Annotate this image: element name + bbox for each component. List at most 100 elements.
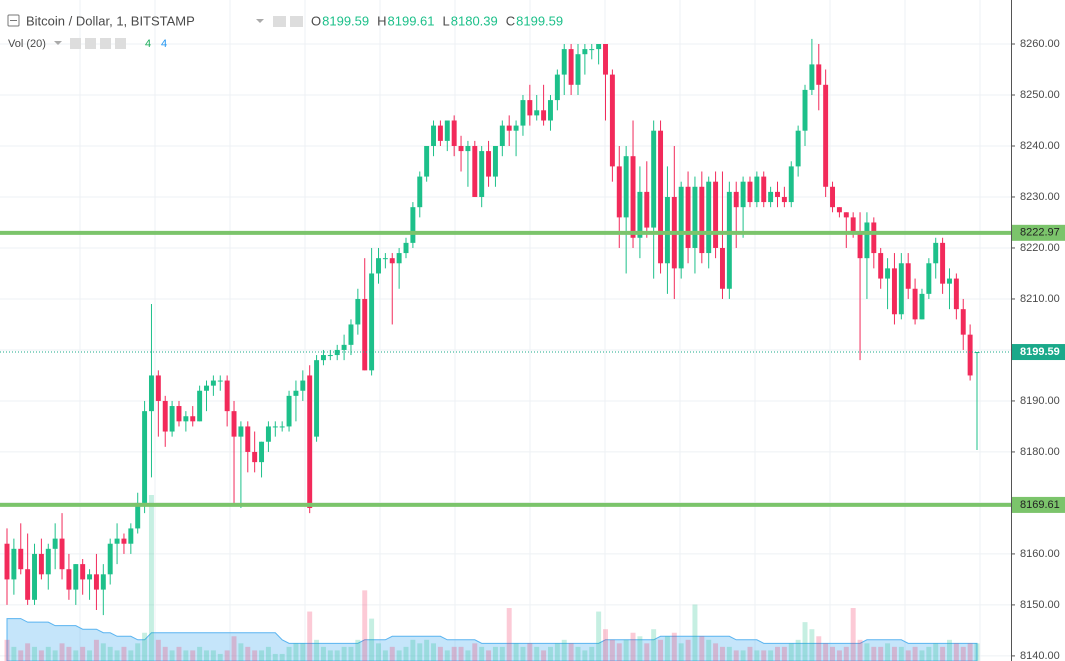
volume-bar: [857, 639, 863, 661]
volume-bar: [286, 646, 292, 661]
candle-body: [926, 263, 932, 294]
candle-body: [726, 191, 732, 289]
candle-body: [775, 191, 780, 197]
candle-body: [596, 44, 602, 50]
candle-body: [396, 253, 402, 264]
volume-bar: [486, 650, 492, 661]
candle-body: [623, 156, 629, 218]
candle-body: [183, 416, 189, 422]
volume-bar: [781, 646, 787, 661]
candle-body: [781, 196, 787, 203]
close-icon[interactable]: [290, 16, 303, 27]
volume-bar: [740, 650, 746, 661]
volume-bar: [685, 639, 691, 661]
candle-body: [664, 196, 670, 264]
volume-bar: [809, 629, 815, 661]
candle-body: [424, 145, 430, 177]
candle-body: [527, 100, 533, 116]
volume-bar: [878, 646, 884, 661]
candle-body: [279, 426, 285, 428]
volume-bar: [417, 643, 423, 661]
settings-icon[interactable]: [85, 38, 96, 49]
volume-bar: [671, 632, 677, 661]
volume-bar: [664, 636, 670, 661]
candle-body: [479, 151, 485, 197]
volume-bar: [252, 650, 258, 661]
legend: Bitcoin / Dollar, 1, BITSTAMP O 8199.59 H 8…: [7, 13, 563, 50]
settings-icon[interactable]: [273, 16, 286, 27]
add-icon[interactable]: [100, 38, 111, 49]
candle-body: [898, 263, 904, 315]
volume-bar: [561, 639, 567, 661]
volume-bar: [609, 639, 615, 661]
candle-body: [162, 400, 168, 432]
volume-bar: [506, 608, 512, 661]
candle-body: [967, 334, 973, 376]
candle-body: [307, 375, 313, 509]
volume-bar: [630, 632, 636, 661]
candle-body: [272, 426, 278, 428]
volume-bar: [300, 643, 306, 661]
volume-bar: [926, 646, 932, 661]
candle-body: [320, 355, 326, 361]
ohlc-label: H: [377, 13, 386, 28]
volume-bar: [18, 650, 24, 661]
volume-bar: [93, 639, 99, 661]
volume-bar: [754, 650, 760, 661]
candle-body: [486, 151, 492, 177]
candle-body: [809, 64, 815, 90]
volume-ma-area: [6, 618, 978, 661]
volume-bar: [451, 646, 457, 661]
volume-bar: [905, 650, 911, 661]
volume-bar: [87, 650, 93, 661]
eye-icon[interactable]: [70, 38, 81, 49]
volume-bar: [953, 643, 959, 661]
volume-bar: [816, 636, 822, 661]
candle-body: [830, 186, 836, 208]
candle-body: [919, 293, 925, 320]
ohlc-value: 8180.39: [451, 13, 498, 28]
volume-bar: [224, 650, 230, 661]
more-icon[interactable]: [115, 38, 126, 49]
y-tick-label: 8140.00: [1020, 650, 1060, 661]
volume-bar: [217, 653, 223, 661]
candle-body: [754, 176, 760, 203]
candle-body: [114, 538, 120, 544]
volume-bar: [348, 646, 354, 661]
volume-bar: [190, 650, 196, 661]
volume-bar: [155, 639, 161, 661]
candle-body: [547, 100, 553, 121]
volume-bar: [444, 650, 450, 661]
candle-body: [25, 569, 31, 600]
candle-body: [259, 441, 265, 463]
ohlc-value: 8199.59: [516, 13, 563, 28]
candle-body: [520, 100, 526, 126]
y-tick-label: 8260.00: [1020, 38, 1060, 50]
candle-body: [857, 232, 863, 259]
collapse-icon[interactable]: [7, 14, 20, 27]
volume-bar: [369, 618, 375, 661]
volume-bar: [534, 646, 540, 661]
candle-body: [685, 186, 691, 248]
candle-body: [740, 181, 746, 208]
candle-body: [18, 548, 24, 570]
volume-bar: [197, 646, 203, 661]
candle-body: [637, 191, 643, 238]
volume-bar: [699, 636, 705, 661]
volume-bar: [575, 646, 581, 661]
volume-bar: [775, 646, 780, 661]
volume-bar: [121, 646, 127, 661]
candle-body: [176, 406, 182, 422]
volume-bar: [465, 650, 471, 661]
candle-body: [871, 222, 877, 254]
volume-bar: [11, 646, 17, 661]
candle-body: [974, 352, 980, 354]
candle-body: [155, 375, 161, 401]
dropdown-icon[interactable]: [54, 41, 62, 45]
volume-bar: [334, 650, 340, 661]
dropdown-icon[interactable]: [256, 19, 264, 23]
volume-bar: [265, 646, 271, 661]
candle-body: [788, 166, 794, 203]
volume-bar: [885, 643, 891, 661]
volume-bar: [424, 639, 430, 661]
